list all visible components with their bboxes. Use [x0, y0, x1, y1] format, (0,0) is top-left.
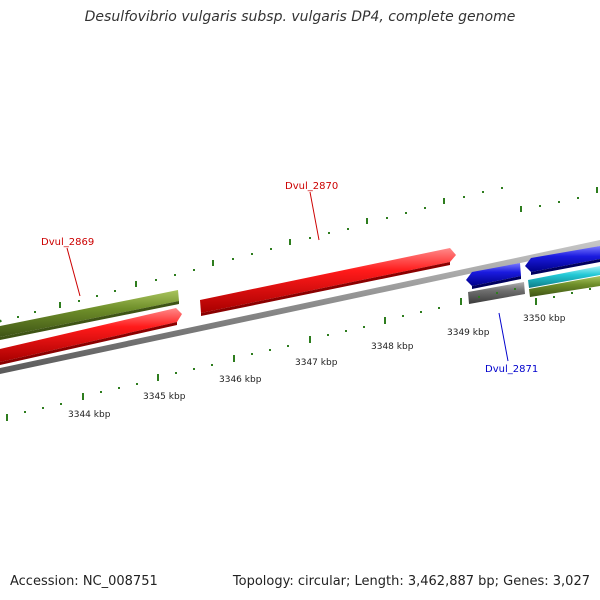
gene-olive-right-body — [529, 276, 600, 297]
scale-label-3348: 3348 kbp — [371, 342, 414, 352]
accession-text: Accession: NC_008751 — [10, 574, 158, 589]
gene-olive-right[interactable] — [529, 276, 600, 297]
gene-blue-right[interactable] — [525, 246, 600, 275]
leader-dvul-2870 — [309, 191, 320, 241]
gene-blue-right-body — [525, 246, 600, 272]
leader-dvul-2871 — [498, 312, 509, 362]
gene-label-dvul-2871[interactable]: Dvul_2871 — [485, 364, 538, 375]
gene-dvul-2871-shadow — [472, 276, 521, 289]
gene-dvul-2870[interactable] — [200, 248, 456, 316]
upper-tick-track — [0, 187, 598, 323]
scale-label-3344: 3344 kbp — [68, 410, 111, 420]
gene-label-leaders — [66, 191, 509, 362]
gene-olive-left[interactable] — [0, 290, 179, 340]
gene-dvul-2869-body — [0, 308, 182, 362]
gene-olive-left-body — [0, 290, 179, 337]
gene-cyan-body — [528, 266, 600, 288]
scale-label-3345: 3345 kbp — [143, 392, 186, 402]
scale-labels: 3344 kbp 3345 kbp 3346 kbp 3347 kbp 3348… — [68, 314, 566, 420]
genome-summary-text: Topology: circular; Length: 3,462,887 bp… — [232, 574, 590, 589]
gene-labels: Dvul_2869 Dvul_2870 Dvul_2871 — [41, 181, 538, 375]
scale-label-3346: 3346 kbp — [219, 375, 262, 385]
backbone-band — [0, 240, 600, 374]
tick-mark — [0, 319, 2, 323]
gene-dvul-2870-body — [200, 248, 456, 313]
gene-label-dvul-2870[interactable]: Dvul_2870 — [285, 181, 338, 192]
gene-cyan[interactable] — [528, 266, 600, 288]
map-title: Desulfovibrio vulgaris subsp. vulgaris D… — [84, 9, 516, 25]
lower-tick-track — [6, 288, 591, 421]
leader-dvul-2869 — [66, 247, 81, 297]
gene-label-dvul-2869[interactable]: Dvul_2869 — [41, 237, 94, 248]
scale-label-3350: 3350 kbp — [523, 314, 566, 324]
gene-dvul-2869-shadow — [0, 322, 177, 365]
gene-dvul-2871-body — [466, 263, 521, 286]
gene-dvul-2869[interactable] — [0, 308, 182, 365]
scale-label-3347: 3347 kbp — [295, 358, 338, 368]
gene-blue-right-shadow — [531, 259, 600, 275]
gene-dvul-2870-shadow — [201, 262, 450, 316]
gene-dvul-2871[interactable] — [466, 263, 521, 289]
scale-label-3349: 3349 kbp — [447, 328, 490, 338]
genome-backbone — [0, 240, 600, 374]
gene-olive-left-shadow — [0, 301, 179, 340]
